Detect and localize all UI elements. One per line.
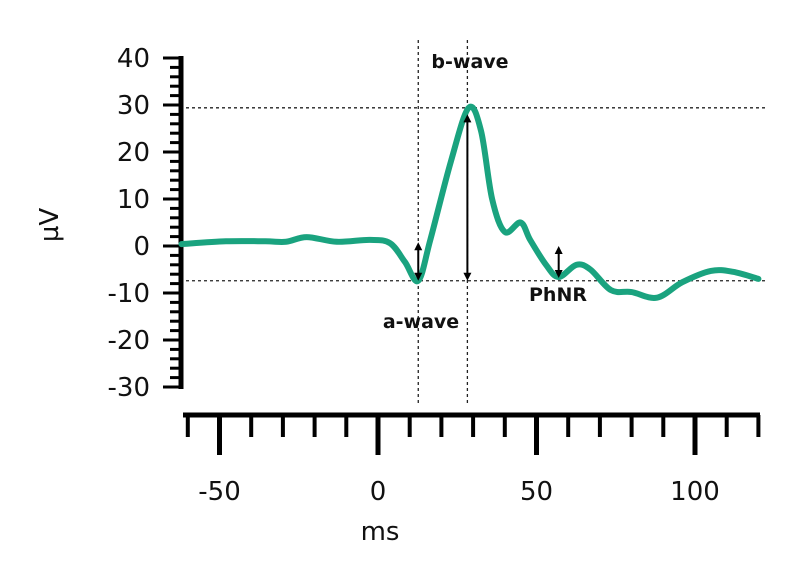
x-tick-label: 100	[670, 477, 720, 507]
a-wave-label: a-wave	[383, 311, 459, 333]
x-axis-label: ms	[361, 517, 400, 547]
x-tick-label: 0	[370, 477, 387, 507]
y-axis: 40 30 20 10 0 -10 -20 -30	[108, 44, 184, 403]
y-tick-label: 40	[117, 44, 150, 74]
x-tick-label: 50	[520, 477, 553, 507]
reference-lines	[186, 40, 765, 405]
y-tick-label: -10	[108, 279, 150, 309]
b-wave-label: b-wave	[431, 51, 508, 73]
y-tick-label: 0	[133, 232, 150, 262]
erg-waveform-line	[178, 103, 762, 301]
annotation-arrows	[414, 114, 563, 281]
arrow-head-down	[554, 269, 563, 278]
x-axis: -50 0 50 100	[183, 412, 761, 507]
phnr-label: PhNR	[529, 284, 587, 306]
arrow-head-up	[463, 114, 472, 123]
arrow-head-down	[414, 272, 423, 281]
y-tick-label: 10	[117, 185, 150, 215]
y-tick-label: -30	[108, 373, 150, 403]
y-tick-label: 20	[117, 138, 150, 168]
arrow-head-up	[554, 246, 563, 254]
y-axis-label: µV	[35, 208, 65, 243]
arrow-head-up	[414, 242, 423, 251]
x-tick-label: -50	[198, 477, 240, 507]
y-tick-label: 30	[117, 91, 150, 121]
y-tick-label: -20	[108, 326, 150, 356]
arrow-head-down	[463, 272, 472, 281]
